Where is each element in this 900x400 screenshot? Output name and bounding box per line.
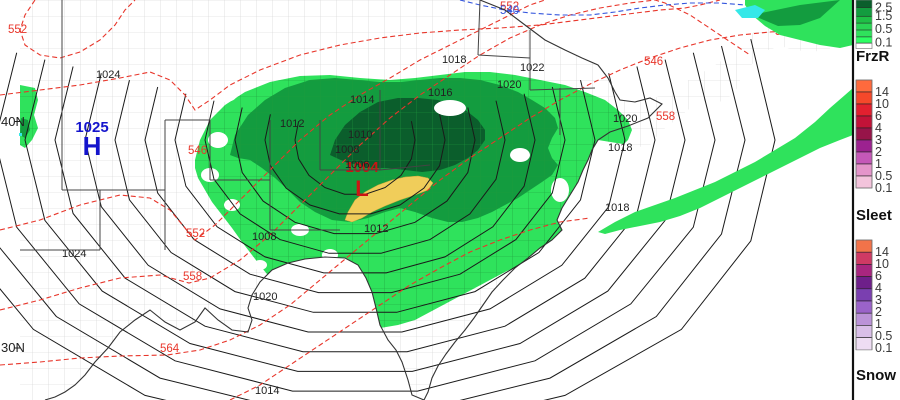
svg-text:1008: 1008 (335, 144, 359, 156)
svg-text:Snow: Snow (856, 367, 896, 384)
svg-text:1018: 1018 (442, 54, 466, 66)
svg-text:H: H (83, 131, 102, 161)
svg-text:1024: 1024 (96, 69, 120, 81)
svg-text:0.1: 0.1 (875, 341, 892, 355)
svg-text:1014: 1014 (350, 94, 374, 106)
svg-text:1016: 1016 (428, 87, 452, 99)
svg-text:1020: 1020 (253, 291, 277, 303)
svg-text:1006: 1006 (345, 159, 369, 171)
svg-text:0.1: 0.1 (875, 181, 892, 195)
svg-text:1018: 1018 (608, 142, 632, 154)
svg-text:L: L (355, 176, 368, 201)
svg-text:558: 558 (656, 111, 675, 123)
svg-text:1020: 1020 (497, 79, 521, 91)
svg-text:546: 546 (188, 145, 207, 157)
svg-text:1014: 1014 (255, 385, 279, 397)
svg-text:558: 558 (183, 271, 202, 283)
svg-text:1008: 1008 (252, 231, 276, 243)
svg-text:FrzR: FrzR (856, 48, 890, 65)
svg-text:1018: 1018 (605, 202, 629, 214)
svg-text:552: 552 (186, 228, 205, 240)
svg-text:1012: 1012 (364, 223, 388, 235)
svg-text:0.5: 0.5 (875, 22, 892, 36)
svg-text:540: 540 (500, 5, 519, 17)
svg-text:1.5: 1.5 (875, 9, 892, 23)
svg-text:Sleet: Sleet (856, 207, 892, 224)
svg-text:552: 552 (8, 24, 27, 36)
svg-text:1010: 1010 (348, 129, 372, 141)
svg-text:30N: 30N (1, 340, 25, 355)
svg-text:1022: 1022 (520, 62, 544, 74)
svg-text:546: 546 (644, 56, 663, 68)
svg-text:564: 564 (160, 343, 180, 355)
svg-text:40N: 40N (1, 114, 25, 129)
svg-text:1012: 1012 (280, 118, 304, 130)
